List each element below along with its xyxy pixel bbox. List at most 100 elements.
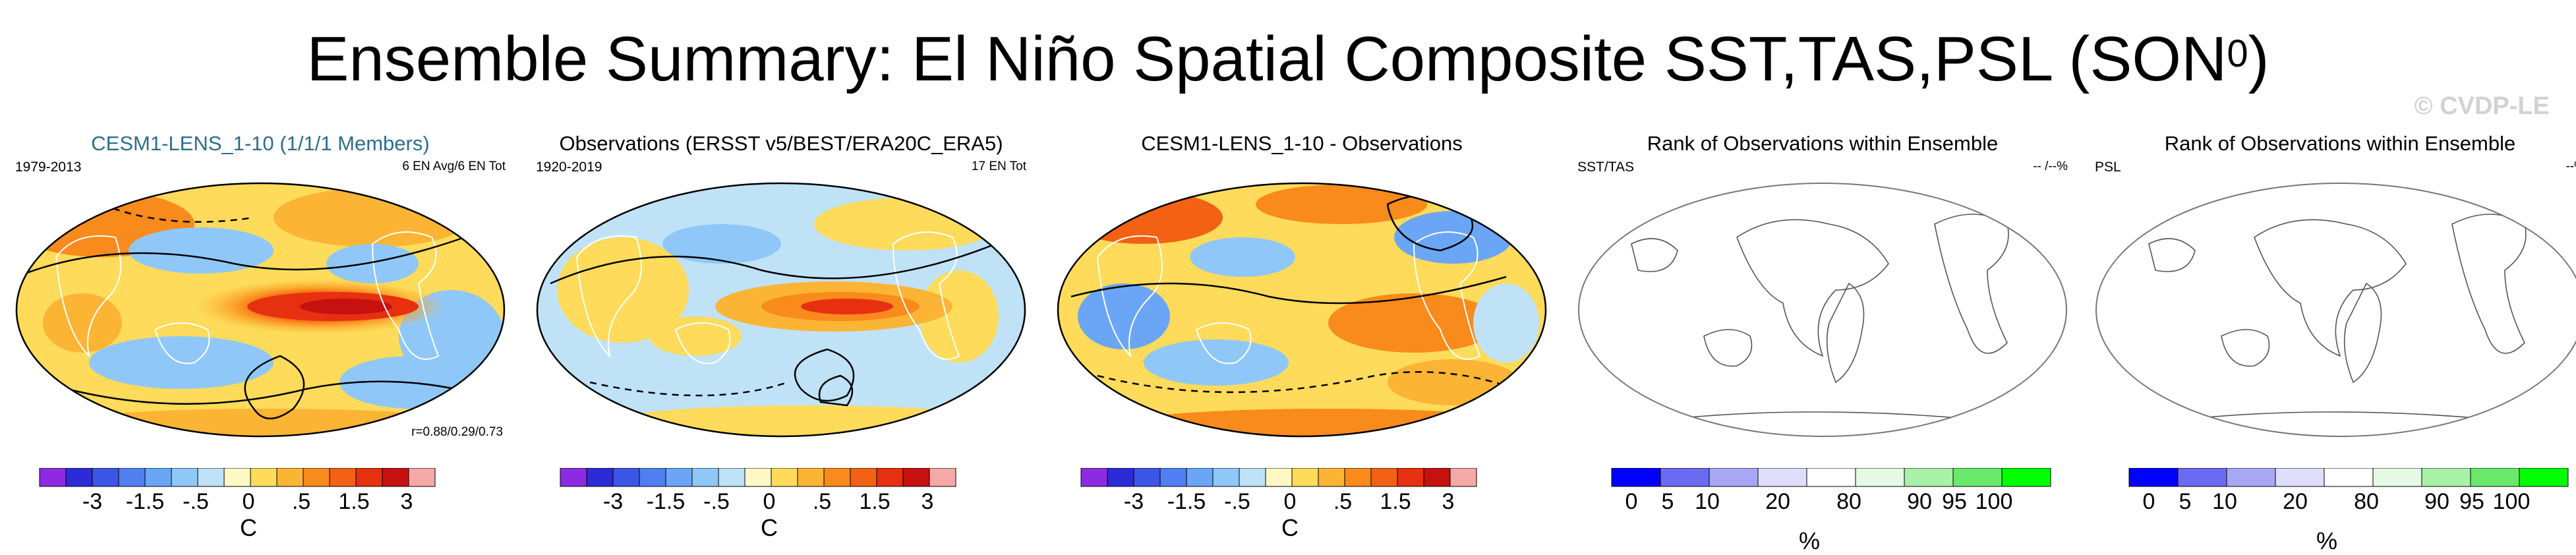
colorbar-tick: 20 [1765,489,1790,514]
colorbar-box [92,468,119,487]
colorbar: 0 5 10 20 80 90 95 100 [2128,468,2569,514]
colorbar-box [118,468,146,487]
sst-field [537,183,1025,436]
map-rank-psl [2095,183,2576,437]
colorbar-box [850,468,877,487]
colorbar-tick: 3 [1442,489,1455,514]
colorbar-box [876,468,904,487]
colorbar-box [1709,468,1759,487]
colorbar-ticks: -3 -1.5 -.5 0 .5 1.5 3 [603,489,934,514]
colorbar-box [1611,468,1661,487]
colorbar-tick: 0 [1284,489,1297,514]
coastlines [575,231,960,365]
count-label: 6 EN Avg/6 EN Tot [402,160,506,173]
colorbar-box [1855,468,1905,487]
colorbar-box [744,468,772,487]
colorbar-box [2226,468,2276,487]
map-outline [536,182,1026,438]
colorbar-tick: 1.5 [859,489,890,514]
colorbar-ticks: 0 5 10 20 80 90 95 100 [2143,489,2531,514]
colorbar: 0 5 10 20 80 90 95 100 [1611,468,2051,514]
colorbar-box [718,468,746,487]
period-label: 1920-2019 [536,160,602,175]
period-label: 1979-2013 [15,160,82,175]
psl-contours [550,236,1012,407]
panel-model: CESM1-LENS_1-10 (1/1/1 Members) 1979-201… [3,125,517,547]
variable-label: SST/TAS [1577,160,1634,175]
colorbar-box [929,468,956,487]
colorbar-box [303,468,330,487]
rank-percent-label: -- /--% [2033,160,2068,173]
panel-title: Rank of Observations within Ensemble [2164,132,2516,155]
colorbar-tick: -.5 [703,489,730,514]
colorbar-unit: C [240,514,257,541]
colorbar-boxes [2128,468,2569,487]
colorbar-unit: C [1281,514,1299,541]
colorbar-box [2372,468,2422,487]
colorbar-box [1080,468,1108,487]
psl-contours [16,203,504,420]
colorbar-tick: 1.5 [338,489,369,514]
colorbar-tick: 95 [1942,489,1967,514]
colorbar-unit: C [761,514,778,541]
variable-label: PSL [2095,160,2121,175]
colorbar-tick: -3 [603,489,623,514]
colorbar-tick: 5 [2179,489,2192,514]
credit-watermark: © CVDP-LE [2414,92,2550,120]
colorbar-box [144,468,172,487]
panel-rank-sst-tas: Rank of Observations within Ensemble SST… [1566,125,2080,554]
figure-title-superscript: 0 [2227,32,2248,75]
colorbar-tick: 3 [922,489,934,514]
colorbar-tick: 3 [401,489,413,514]
coastlines [2148,214,2527,423]
colorbar-box [408,468,436,487]
map-difference [1057,182,1547,438]
panel-title: Observations (ERSST v5/BEST/ERA20C_ERA5) [559,132,1003,155]
colorbar-ticks: -3 -1.5 -.5 0 .5 1.5 3 [82,489,413,514]
colorbar-tick: .5 [813,489,831,514]
panel-observations: Observations (ERSST v5/BEST/ERA20C_ERA5)… [524,125,1038,547]
colorbar: -3 -1.5 -.5 0 .5 1.5 3 [560,468,956,514]
map-rank-sst-tas [1578,183,2067,437]
colorbar-tick: 1.5 [1380,489,1411,514]
colorbar-box [1370,468,1398,487]
colorbar-box [329,468,357,487]
colorbar-box [639,468,666,487]
colorbar-tick: 0 [2143,489,2155,514]
colorbar-box [355,468,383,487]
colorbar-box [197,468,225,487]
rank-percent-label: --% [2565,160,2576,173]
colorbar-box [1212,468,1240,487]
colorbar-tick: 95 [2459,489,2484,514]
figure-title-text: Ensemble Summary: El Niño Spatial Compos… [307,24,2227,94]
colorbar-box [1318,468,1345,487]
colorbar-tick: -3 [82,489,102,514]
colorbar-tick: -.5 [183,489,209,514]
figure-title: Ensemble Summary: El Niño Spatial Compos… [0,20,2576,99]
colorbar-box [1344,468,1372,487]
colorbar-boxes [1080,468,1477,487]
colorbar-tick: -1.5 [647,489,686,514]
colorbar-box [691,468,719,487]
colorbar-tick: 0 [243,489,255,514]
colorbar-tick: 10 [2212,489,2237,514]
map-observations [536,182,1026,438]
colorbar-box [1186,468,1214,487]
colorbar-box [1291,468,1319,487]
colorbar-box [2177,468,2227,487]
colorbar-box [1107,468,1134,487]
coastlines [55,231,440,365]
sst-field [16,183,504,436]
colorbar-box [2275,468,2325,487]
colorbar-boxes [1611,468,2051,487]
map-outline [1057,182,1547,438]
map-outline [1578,183,2067,437]
colorbar-box [902,468,930,487]
colorbar-tick: 0 [763,489,776,514]
colorbar-box [771,468,798,487]
colorbar-box [2001,468,2051,487]
colorbar-tick: 80 [2354,489,2379,514]
colorbar-box [665,468,693,487]
colorbar-box [1159,468,1187,487]
colorbar-tick: 10 [1695,489,1720,514]
